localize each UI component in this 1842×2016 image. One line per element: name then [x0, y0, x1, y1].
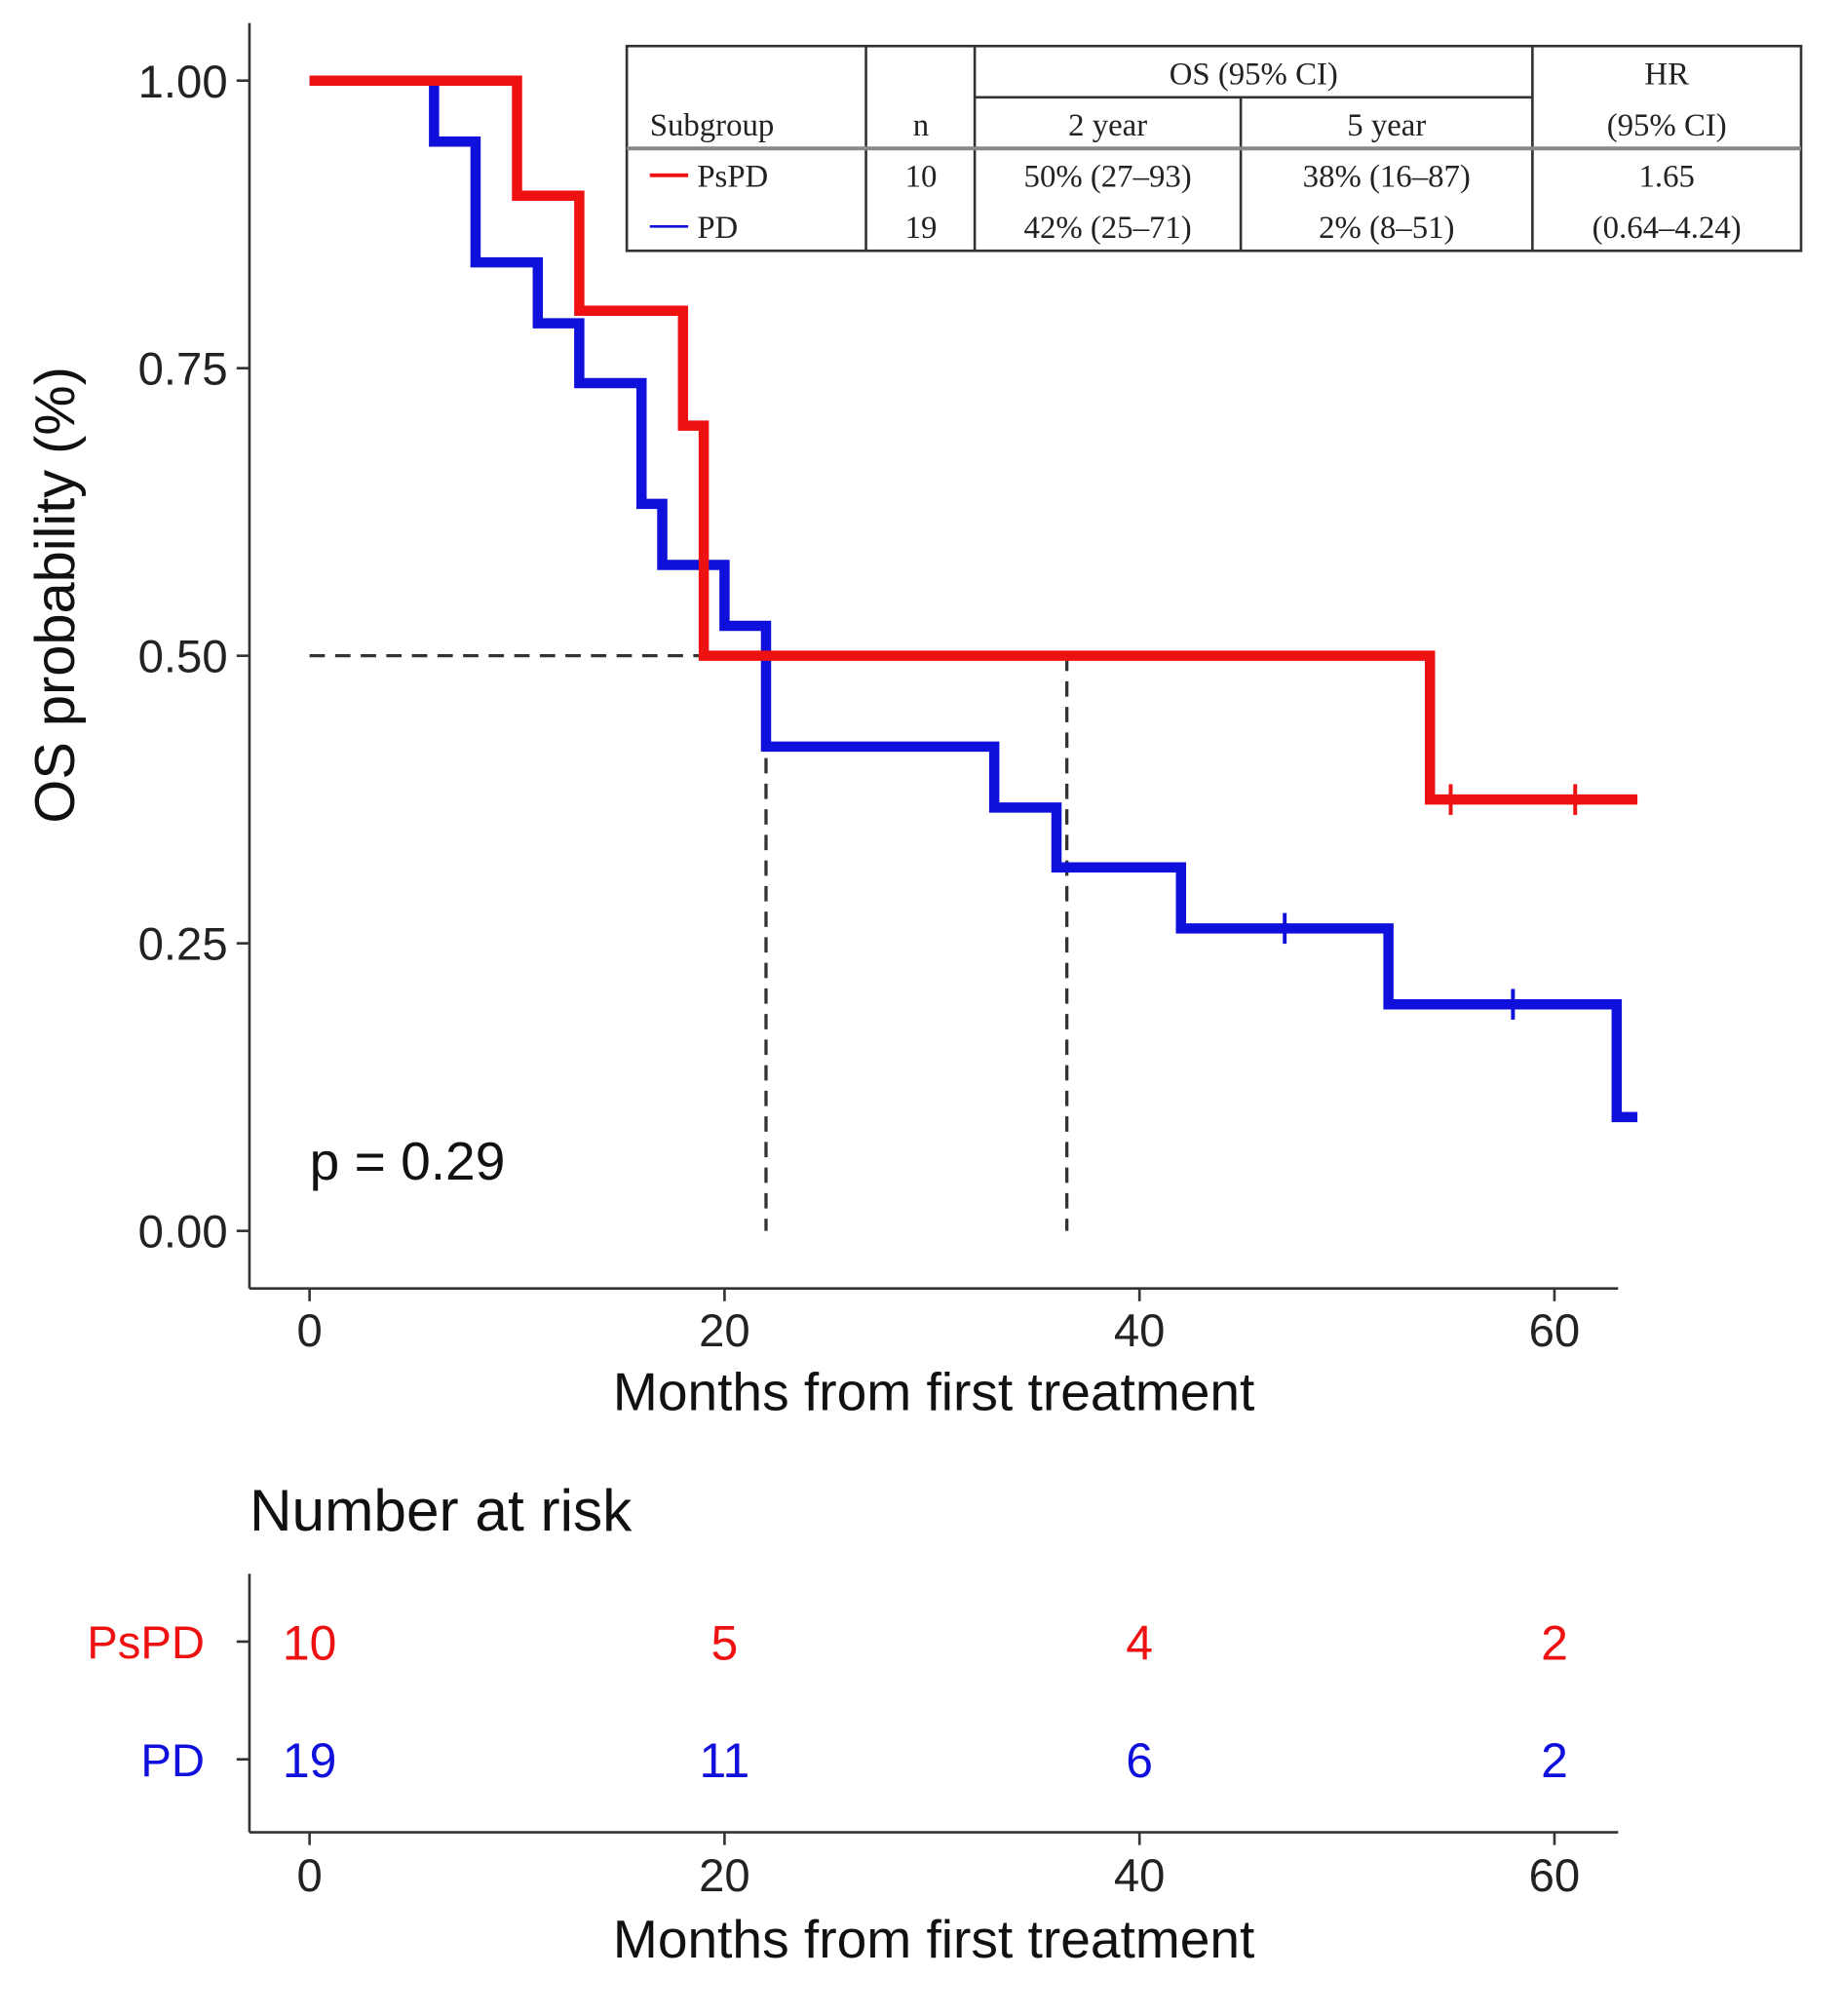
risk-x-tick-label: 40	[1114, 1850, 1166, 1902]
risk-count: 6	[1126, 1733, 1153, 1788]
table-row: PsPD 10 50% (27–93) 38% (16–87) 1.65	[697, 160, 1695, 195]
risk-count: 2	[1541, 1615, 1568, 1670]
svg-text:10: 10	[905, 160, 938, 195]
risk-row-label: PsPD	[87, 1617, 205, 1669]
risk-count: 19	[283, 1733, 336, 1788]
risk-count: 2	[1541, 1733, 1568, 1788]
risk-count: 5	[711, 1615, 739, 1670]
risk-x-tick-label: 60	[1529, 1850, 1581, 1902]
y-tick-label: 1.00	[138, 57, 228, 108]
svg-text:1.65: 1.65	[1638, 160, 1694, 195]
risk-table: Number at risk PsPD 10 5 4 2 PD 19 11 6 2 0 20 40 60…	[87, 1477, 1619, 1969]
x-tick-label: 0	[296, 1305, 322, 1357]
x-axis-label: Months from first treatment	[613, 1361, 1254, 1421]
svg-text:(0.64–4.24): (0.64–4.24)	[1593, 211, 1742, 246]
header-hr: HR	[1644, 58, 1689, 93]
risk-row-label: PD	[140, 1735, 205, 1787]
x-tick-label: 60	[1529, 1305, 1581, 1357]
svg-text:50% (27–93): 50% (27–93)	[1024, 160, 1192, 195]
y-axis-label: OS probability (%)	[24, 367, 87, 824]
svg-text:PD: PD	[697, 211, 738, 246]
header-n: n	[913, 108, 929, 143]
svg-text:2% (8–51): 2% (8–51)	[1319, 211, 1454, 246]
svg-text:19: 19	[905, 211, 938, 246]
inset-table: Subgroup n OS (95% CI) 2 year 5 year HR …	[625, 44, 1803, 252]
y-tick-label: 0.50	[138, 632, 228, 683]
risk-count: 10	[283, 1615, 336, 1670]
risk-count: 4	[1126, 1615, 1153, 1670]
svg-text:PsPD: PsPD	[697, 160, 768, 195]
x-tick-label: 40	[1114, 1305, 1166, 1357]
x-tick-label: 20	[699, 1305, 750, 1357]
svg-text:38% (16–87): 38% (16–87)	[1303, 160, 1471, 195]
svg-text:42% (25–71): 42% (25–71)	[1024, 211, 1192, 246]
header-os: OS (95% CI)	[1170, 58, 1338, 93]
y-tick-label: 0.25	[138, 919, 228, 971]
p-value: p = 0.29	[310, 1131, 506, 1191]
risk-table-title: Number at risk	[249, 1477, 633, 1543]
survival-curve-pspd	[309, 75, 1638, 805]
table-row: PD 19 42% (25–71) 2% (8–51) (0.64–4.24)	[697, 211, 1741, 246]
y-tick-label: 0.00	[138, 1207, 228, 1259]
survival-plot: 0.00 0.25 0.50 0.75 1.00 0 20 40 60 OS probabil…	[24, 22, 1638, 1421]
risk-count: 11	[700, 1733, 750, 1788]
header-subgroup: Subgroup	[650, 108, 775, 143]
header-2year: 2 year	[1068, 108, 1147, 143]
risk-x-tick-label: 0	[296, 1850, 322, 1902]
header-hr-ci: (95% CI)	[1607, 108, 1727, 143]
risk-x-tick-label: 20	[699, 1850, 750, 1902]
risk-x-axis-label: Months from first treatment	[613, 1909, 1254, 1969]
header-5year: 5 year	[1347, 108, 1426, 143]
y-tick-label: 0.75	[138, 344, 228, 396]
